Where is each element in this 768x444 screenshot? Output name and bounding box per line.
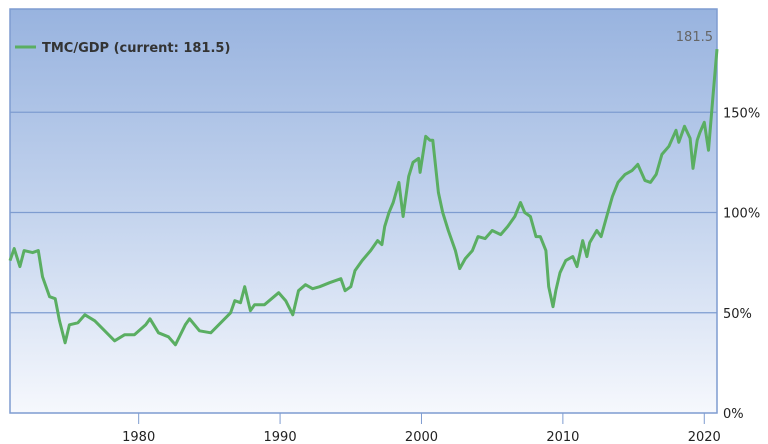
current-value-annotation: 181.5 xyxy=(676,30,713,45)
gridlines xyxy=(10,111,717,314)
legend-label: TMC/GDP (current: 181.5) xyxy=(42,41,230,56)
x-tick-label: 1980 xyxy=(122,430,155,444)
x-tick-label: 2000 xyxy=(405,430,438,444)
y-tick-label: 50% xyxy=(723,307,752,322)
plot-background xyxy=(9,8,718,414)
x-tick-label: 2020 xyxy=(688,430,721,444)
x-axis: 1980 1990 2000 2010 2020 xyxy=(122,413,721,444)
x-tick-label: 2010 xyxy=(546,430,579,444)
x-tick-label: 1990 xyxy=(264,430,297,444)
y-tick-label: 100% xyxy=(723,207,760,222)
y-axis: 0% 50% 100% 150% xyxy=(723,106,760,422)
series-line-tmc-gdp xyxy=(8,48,719,347)
legend: TMC/GDP (current: 181.5) xyxy=(15,41,230,56)
y-tick-label: 0% xyxy=(723,407,744,422)
y-tick-label: 150% xyxy=(723,106,760,121)
